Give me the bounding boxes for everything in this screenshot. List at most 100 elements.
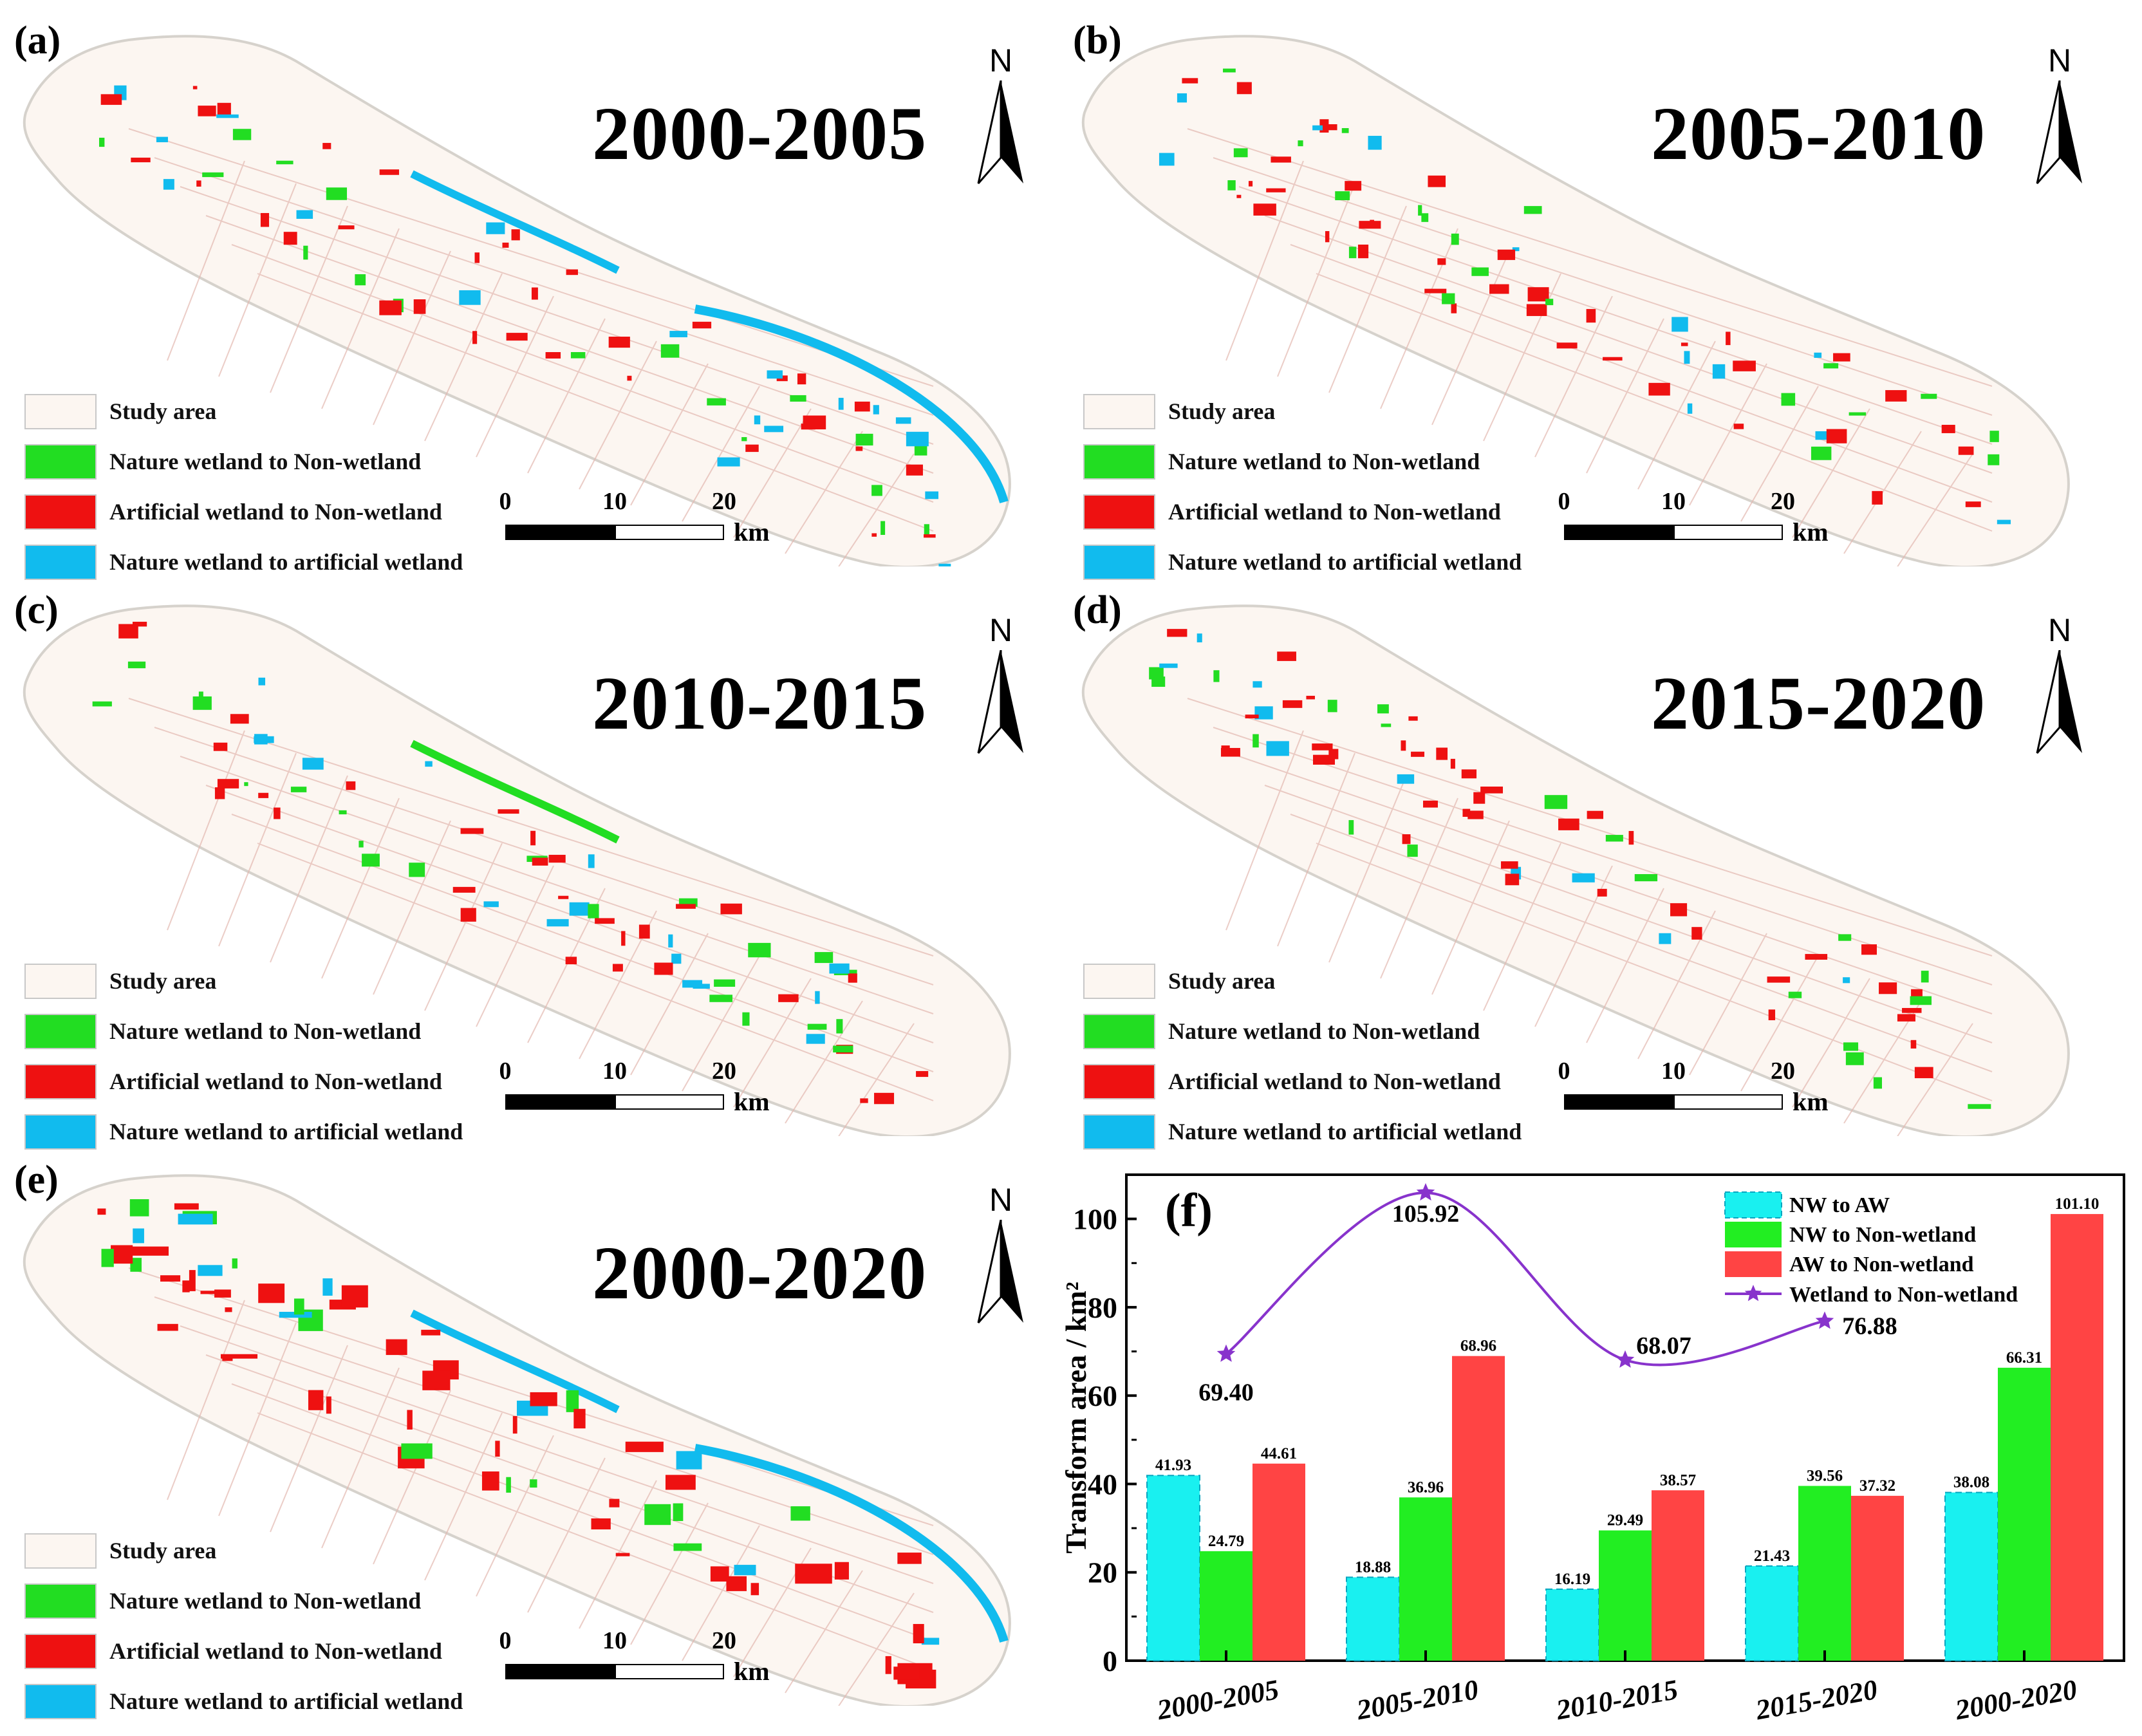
change-patch xyxy=(232,129,252,140)
change-patch xyxy=(815,991,820,1004)
legend-swatch xyxy=(24,444,97,480)
change-patch xyxy=(1586,309,1596,323)
bar-nw-to-aw xyxy=(1346,1576,1400,1661)
change-patch xyxy=(625,1441,664,1452)
change-patch xyxy=(906,464,923,476)
panel-letter: (c) xyxy=(14,588,59,632)
change-patch xyxy=(612,964,623,972)
legend-swatch xyxy=(1083,1114,1155,1150)
legend-label: Study area xyxy=(109,1538,217,1563)
change-patch xyxy=(1227,180,1236,191)
line-point-label: 76.88 xyxy=(1842,1312,1897,1339)
panel-letter: (f) xyxy=(1165,1184,1213,1237)
change-patch xyxy=(1254,706,1273,720)
change-patch xyxy=(895,417,911,424)
line-point-marker xyxy=(1416,1183,1435,1201)
change-patch xyxy=(1436,747,1448,760)
y-tick-label: 80 xyxy=(1088,1291,1117,1324)
study-area-map xyxy=(1081,604,2070,1136)
change-patch xyxy=(1248,181,1253,187)
change-patch xyxy=(1277,651,1296,661)
panel-letter: (a) xyxy=(14,19,61,62)
bar-value-label: 68.96 xyxy=(1460,1338,1496,1355)
change-patch xyxy=(202,172,224,178)
change-patch xyxy=(1684,351,1690,364)
x-tick-label: 2000-2005 xyxy=(1154,1674,1281,1726)
x-tick-label: 2015-2020 xyxy=(1753,1674,1879,1726)
change-patch xyxy=(1325,124,1337,131)
change-patch xyxy=(254,736,274,743)
change-patch xyxy=(1526,304,1547,316)
legend-swatch xyxy=(1083,444,1155,480)
change-patch xyxy=(386,1339,407,1356)
bar-value-label: 24.79 xyxy=(1208,1533,1244,1550)
change-patch xyxy=(498,809,519,814)
change-patch xyxy=(459,290,481,305)
change-patch xyxy=(1253,203,1276,216)
change-patch xyxy=(1989,431,1999,442)
north-arrow: N xyxy=(975,611,1046,760)
change-patch xyxy=(1245,714,1259,719)
bar-nw-to-nonwetland xyxy=(1998,1367,2051,1661)
change-patch xyxy=(1370,219,1375,223)
change-patch xyxy=(1558,818,1579,830)
legend-swatch xyxy=(1083,1014,1155,1049)
scale-bar-white-segment xyxy=(1673,525,1783,540)
change-patch xyxy=(1505,873,1520,886)
change-patch xyxy=(1462,808,1471,817)
north-label: N xyxy=(989,42,1013,79)
scale-bar: 0 10 20 km xyxy=(499,1627,770,1686)
scale-bar: 0 10 20 km xyxy=(1558,488,1829,546)
change-patch xyxy=(258,1283,285,1303)
scale-bar-unit: km xyxy=(1793,518,1829,546)
change-patch xyxy=(1512,247,1520,252)
change-patch xyxy=(1197,633,1202,642)
change-patch xyxy=(1312,743,1333,751)
bar-nw-to-aw xyxy=(1545,1588,1599,1662)
river-change-band xyxy=(410,740,620,844)
scale-bar-tick-label: 10 xyxy=(1661,488,1686,515)
legend-swatch xyxy=(1725,1251,1782,1277)
change-patch xyxy=(1408,716,1418,721)
change-patch xyxy=(1872,490,1883,505)
change-patch xyxy=(1223,68,1236,73)
north-arrow: N xyxy=(2034,611,2105,760)
change-patch xyxy=(778,994,799,1002)
north-label: N xyxy=(2047,612,2072,648)
bar-aw-to-nonwetland xyxy=(1851,1495,1904,1661)
change-patch xyxy=(1271,156,1291,163)
line-point-marker xyxy=(1216,1344,1236,1362)
line-point-label: 69.40 xyxy=(1198,1379,1254,1406)
change-patch xyxy=(570,351,586,359)
change-patch xyxy=(790,1506,810,1521)
change-patch xyxy=(1306,695,1315,700)
legend-label: Artificial wetland to Non-wetland xyxy=(109,1069,442,1094)
change-patch xyxy=(1897,1014,1915,1022)
panel-letter: (d) xyxy=(1073,588,1122,632)
bar-nw-to-aw xyxy=(1146,1475,1200,1661)
change-patch xyxy=(1921,971,1929,983)
change-patch xyxy=(1236,82,1252,95)
change-patch xyxy=(481,1471,499,1491)
change-patch xyxy=(531,287,538,300)
legend-swatch xyxy=(1083,545,1155,580)
legend-label: Nature wetland to artificial wetland xyxy=(109,1119,463,1144)
change-patch xyxy=(1345,181,1362,191)
change-patch xyxy=(836,1019,843,1034)
scale-bar-unit: km xyxy=(734,518,770,546)
legend-label: Study area xyxy=(109,398,217,424)
bar-value-label: 21.43 xyxy=(1754,1547,1790,1565)
legend-label: Nature wetland to Non-wetland xyxy=(1168,1018,1480,1044)
change-patch xyxy=(1451,303,1457,313)
change-patch xyxy=(178,1213,213,1225)
bar-aw-to-nonwetland xyxy=(2051,1214,2103,1661)
change-patch xyxy=(133,621,147,627)
change-patch xyxy=(1159,663,1178,668)
change-patch xyxy=(638,924,650,939)
change-patch xyxy=(217,779,239,789)
change-patch xyxy=(460,908,476,922)
change-patch xyxy=(709,994,733,1002)
change-patch xyxy=(1833,353,1850,362)
legend-label: AW to Non-wetland xyxy=(1789,1253,1974,1276)
change-patch xyxy=(1236,194,1242,198)
